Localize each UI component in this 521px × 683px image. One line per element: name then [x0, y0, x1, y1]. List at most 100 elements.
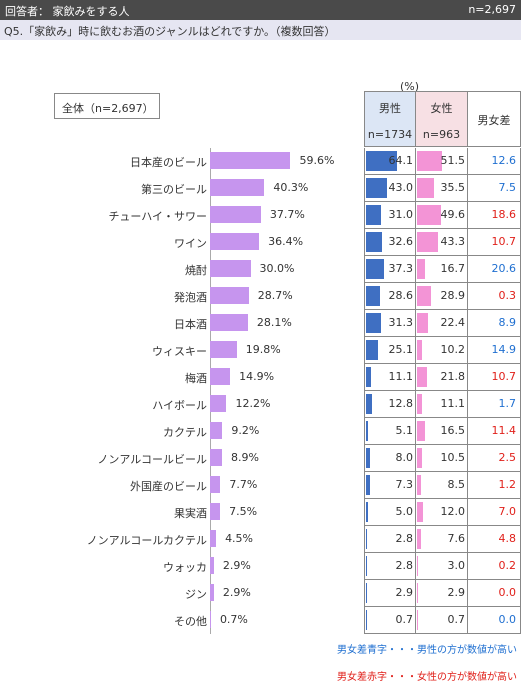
overall-value-label: 8.9%: [231, 451, 259, 464]
overall-axis-line: [210, 148, 211, 634]
male-bar: [366, 205, 381, 225]
total-n: n=2,697: [468, 3, 516, 16]
male-bar: [366, 178, 387, 198]
male-bar: [366, 529, 368, 549]
diff-cell: 8.9: [468, 310, 521, 337]
overall-bar: [210, 395, 227, 412]
overall-value-label: 37.7%: [269, 208, 305, 221]
overall-value-label: 30.0%: [259, 262, 295, 275]
male-value: 5.0: [395, 505, 414, 518]
diff-value: 18.6: [491, 208, 517, 221]
female-cell: 0.7: [416, 607, 468, 634]
male-value: 31.3: [388, 316, 414, 329]
female-bar: [417, 421, 425, 441]
male-bar: [366, 259, 384, 279]
female-cell: 8.5: [416, 472, 468, 499]
male-bar: [366, 394, 373, 414]
overall-value-label: 2.9%: [222, 586, 251, 599]
overall-bar: [210, 368, 231, 385]
category-label: ノンアルコールカクテル: [86, 534, 207, 547]
diff-cell: 1.2: [468, 472, 521, 499]
legend-blue-note: 男女差青字・・・男性の方が数値が高い: [337, 645, 517, 656]
male-value: 37.3: [388, 262, 414, 275]
female-value: 16.5: [440, 424, 466, 437]
female-bar: [417, 232, 438, 252]
male-bar: [366, 583, 368, 603]
male-bar: [366, 367, 372, 387]
female-cell: 51.5: [416, 148, 468, 175]
overall-bar: [210, 503, 221, 520]
diff-value: 11.4: [491, 424, 517, 437]
diff-cell: 20.6: [468, 256, 521, 283]
female-bar: [417, 583, 419, 603]
category-label: 日本産のビール: [130, 156, 207, 169]
diff-cell: 7.0: [468, 499, 521, 526]
category-label: ハイボール: [152, 399, 207, 412]
female-bar: [417, 340, 422, 360]
male-value: 31.0: [388, 208, 414, 221]
male-cell: 12.8: [364, 391, 416, 418]
overall-bar: [210, 314, 248, 331]
female-cell: 11.1: [416, 391, 468, 418]
overall-value-label: 14.9%: [239, 370, 275, 383]
diff-value: 1.7: [498, 397, 517, 410]
overall-value-label: 28.1%: [256, 316, 292, 329]
female-bar: [417, 313, 428, 333]
diff-value: 0.3: [498, 289, 517, 302]
category-label: 日本酒: [174, 318, 207, 331]
diff-value: 1.2: [498, 478, 517, 491]
male-n-label: n=1734: [367, 128, 413, 141]
female-n-label: n=963: [422, 128, 461, 141]
category-label: ノンアルコールビール: [97, 453, 207, 466]
diff-value: 0.0: [498, 586, 517, 599]
category-label: ウィスキー: [152, 345, 207, 358]
diff-cell: 4.8: [468, 526, 521, 553]
female-bar: [417, 178, 435, 198]
male-cell: 32.6: [364, 229, 416, 256]
female-header-label: 女性: [430, 102, 453, 115]
diff-value: 7.0: [498, 505, 517, 518]
category-label: ウォッカ: [163, 561, 207, 574]
diff-cell: 14.9: [468, 337, 521, 364]
female-cell: 35.5: [416, 175, 468, 202]
diff-cell: 7.5: [468, 175, 521, 202]
male-value: 28.6: [388, 289, 414, 302]
unit-label: (%): [400, 80, 420, 93]
female-bar: [417, 286, 431, 306]
overall-bar: [210, 233, 260, 250]
male-header-label: 男性: [379, 102, 401, 115]
diff-value: 12.6: [491, 154, 517, 167]
male-value: 64.1: [388, 154, 414, 167]
diff-cell: 0.3: [468, 283, 521, 310]
overall-value-label: 59.6%: [299, 154, 335, 167]
female-value: 35.5: [440, 181, 466, 194]
male-cell: 43.0: [364, 175, 416, 202]
overall-label: 全体（n=2,697）: [62, 102, 154, 115]
overall-value-label: 7.5%: [229, 505, 258, 518]
diff-cell: 2.5: [468, 445, 521, 472]
male-value: 5.1: [395, 424, 414, 437]
category-label: チューハイ・サワー: [108, 210, 207, 223]
diff-header-label: 男女差: [477, 114, 511, 127]
male-value: 0.7: [395, 613, 414, 626]
male-column-header: 男性 n=1734: [364, 91, 416, 147]
category-label: カクテル: [163, 426, 207, 439]
female-cell: 28.9: [416, 283, 468, 310]
male-cell: 5.0: [364, 499, 416, 526]
category-label: 発泡酒: [174, 291, 207, 304]
female-bar: [417, 556, 419, 576]
overall-bar: [210, 611, 211, 628]
female-bar: [417, 502, 423, 522]
diff-cell: 10.7: [468, 229, 521, 256]
female-column-header: 女性 n=963: [416, 91, 468, 147]
diff-value: 4.8: [498, 532, 517, 545]
female-bar: [417, 205, 441, 225]
overall-bar: [210, 449, 222, 466]
female-cell: 16.5: [416, 418, 468, 445]
overall-value-label: 7.7%: [229, 478, 258, 491]
male-bar: [366, 448, 370, 468]
diff-value: 14.9: [491, 343, 517, 356]
male-bar: [366, 421, 369, 441]
male-bar: [366, 556, 368, 576]
overall-bar: [210, 152, 291, 169]
